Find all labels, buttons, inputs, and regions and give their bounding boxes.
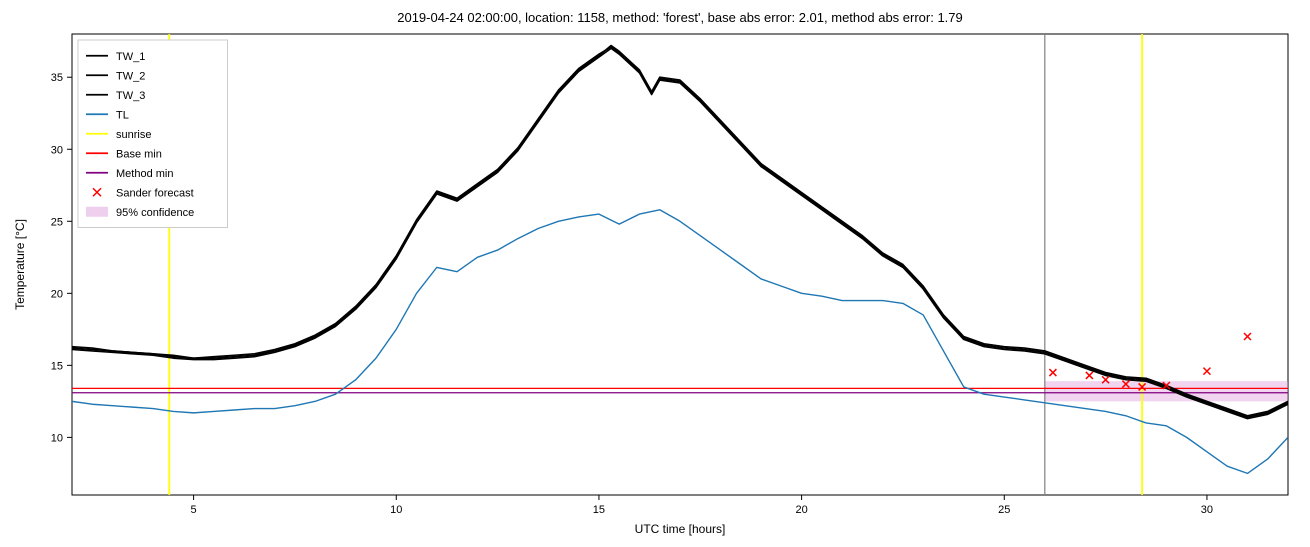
legend-label: TW_2	[116, 70, 145, 82]
y-tick-label: 25	[51, 216, 63, 228]
x-axis-label: UTC time [hours]	[635, 522, 726, 536]
legend-label: TW_3	[116, 90, 145, 102]
y-axis-label: Temperature [°C]	[13, 219, 27, 310]
chart-container: 5 10 15 20 25 30 10 15 20 25 30 35 UTC time [hours] T…	[0, 0, 1310, 547]
y-tick-label: 10	[51, 432, 63, 444]
legend-label: Method min	[116, 168, 173, 180]
x-tick-label: 20	[795, 504, 807, 516]
legend-label: sunrise	[116, 129, 151, 141]
legend: TW_1 TW_2 TW_3 TL sunrise Base min Method min S…	[78, 40, 228, 228]
legend-label: TL	[116, 109, 129, 121]
x-tick-label: 5	[191, 504, 197, 516]
legend-label: 95% confidence	[116, 207, 194, 219]
x-tick-label: 10	[390, 504, 402, 516]
x-tick-label: 25	[998, 504, 1010, 516]
y-tick-label: 20	[51, 288, 63, 300]
x-tick-label: 30	[1201, 504, 1213, 516]
y-tick-label: 15	[51, 360, 63, 372]
x-tick-label: 15	[593, 504, 605, 516]
legend-label: TW_1	[116, 51, 145, 63]
legend-label: Base min	[116, 148, 162, 160]
temperature-chart: 5 10 15 20 25 30 10 15 20 25 30 35 UTC time [hours] T…	[0, 0, 1310, 547]
chart-title: 2019-04-24 02:00:00, location: 1158, met…	[397, 10, 963, 25]
confidence-band	[1045, 381, 1288, 401]
legend-label: Sander forecast	[116, 187, 194, 199]
y-tick-label: 35	[51, 72, 63, 84]
y-tick-label: 30	[51, 144, 63, 156]
